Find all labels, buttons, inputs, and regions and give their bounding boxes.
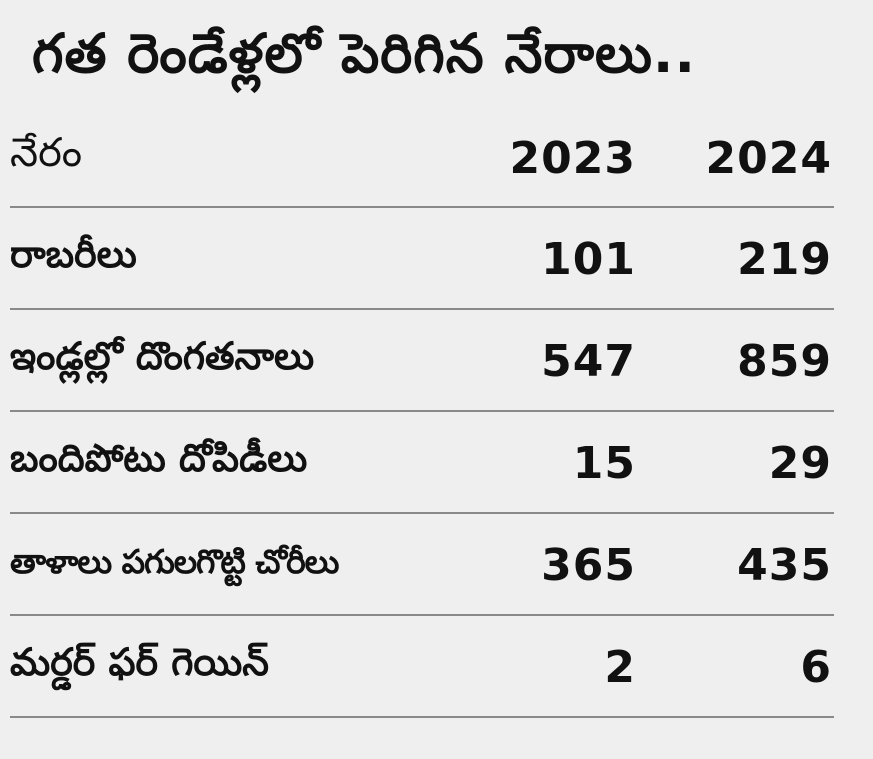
row-divider <box>10 716 834 718</box>
value-2023: 15 <box>572 437 636 489</box>
value-2024: 6 <box>800 641 832 693</box>
table-row: బందిపోటు దోపిడీలు 15 29 <box>10 412 834 514</box>
row-divider <box>10 410 834 412</box>
page-title: గత రెండేళ్లలో పెరిగిన నేరాలు.. <box>32 22 696 85</box>
crime-name: రాబరీలు <box>10 232 137 276</box>
table-row: మర్డర్ ఫర్ గెయిన్ 2 6 <box>10 616 834 718</box>
header-2023: 2023 <box>509 132 636 184</box>
row-divider <box>10 512 834 514</box>
crime-name: ఇండ్లల్లో దొంగతనాలు <box>10 334 315 378</box>
value-2023: 547 <box>541 335 636 387</box>
value-2024: 219 <box>737 233 832 285</box>
table-row: రాబరీలు 101 219 <box>10 208 834 310</box>
value-2024: 435 <box>737 539 832 591</box>
header-crime: నేరం <box>10 130 83 176</box>
value-2023: 101 <box>541 233 636 285</box>
value-2024: 859 <box>737 335 832 387</box>
crime-table: నేరం 2023 2024 రాబరీలు 101 219 ఇండ్లల్లో… <box>10 108 834 718</box>
table-header-row: నేరం 2023 2024 <box>10 108 834 208</box>
row-divider <box>10 308 834 310</box>
row-divider <box>10 206 834 208</box>
value-2023: 2 <box>604 641 636 693</box>
table-row: తాళాలు పగులగొట్టి చోరీలు 365 435 <box>10 514 834 616</box>
row-divider <box>10 614 834 616</box>
value-2024: 29 <box>768 437 832 489</box>
header-2024: 2024 <box>705 132 832 184</box>
crime-name: తాళాలు పగులగొట్టి చోరీలు <box>10 541 339 581</box>
value-2023: 365 <box>541 539 636 591</box>
crime-name: మర్డర్ ఫర్ గెయిన్ <box>10 640 269 684</box>
crime-name: బందిపోటు దోపిడీలు <box>10 436 308 480</box>
table-row: ఇండ్లల్లో దొంగతనాలు 547 859 <box>10 310 834 412</box>
